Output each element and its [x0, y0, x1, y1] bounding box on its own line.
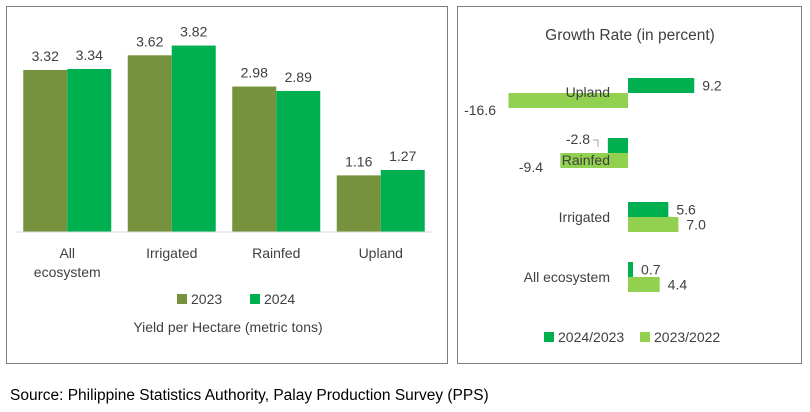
legend-label-2023: 2023 [191, 291, 222, 307]
bar-2023-upland [336, 175, 381, 232]
bar-2024-2023-rainfed [607, 138, 628, 153]
legend-swatch-2024 [250, 294, 260, 304]
bar-2023-rainfed [232, 86, 277, 232]
yield-bar-chart: 3.32 3.34 3.62 3.82 2.98 2.89 1.16 1.27 All ecosy… [15, 24, 433, 335]
value-label-2023-upland: 1.16 [345, 153, 372, 169]
bar-2024-upland [380, 170, 425, 232]
legend-swatch-2023 [177, 294, 187, 304]
bar-2024-2023-all-ecosystem [628, 262, 634, 277]
legend-swatch-2023-2022 [640, 332, 650, 342]
bar-2024-all-ecosystem [67, 68, 112, 232]
legend-label-2024-2023: 2024/2023 [558, 329, 624, 345]
bar-2024-2023-upland [628, 78, 695, 93]
value-label-2024-2023-all-ecosystem: 0.7 [641, 262, 661, 278]
bar-2024-irrigated [171, 45, 216, 232]
value-label-2024-rainfed: 2.89 [285, 69, 312, 85]
category-label-all-ecosystem: All ecosystem [34, 245, 101, 280]
value-label-2023-irrigated: 3.62 [136, 33, 163, 49]
value-label-2024-2023-rainfed: -2.8 [566, 131, 590, 147]
category-label-rainfed: Rainfed [562, 152, 610, 168]
yield-chart-panel: 3.32 3.34 3.62 3.82 2.98 2.89 1.16 1.27 All ecosy… [6, 6, 448, 364]
value-label-2023-2022-irrigated: 7.0 [686, 217, 706, 233]
legend-label-2024: 2024 [264, 291, 295, 307]
category-label-all-ecosystem: All ecosystem [524, 269, 610, 285]
value-label-2024-2023-upland: 9.2 [702, 78, 722, 94]
bar-2023-all-ecosystem [23, 69, 68, 232]
category-label-upland: Upland [566, 84, 610, 100]
bar-2023-irrigated [127, 55, 172, 232]
legend-label-2023-2022: 2023/2022 [654, 329, 720, 345]
legend-swatch-2024-2023 [544, 332, 554, 342]
value-label-2024-2023-irrigated: 5.6 [676, 202, 696, 218]
source-note: Source: Philippine Statistics Authority,… [10, 387, 489, 404]
bar-2023-2022-all-ecosystem [628, 277, 660, 292]
value-label-2023-2022-all-ecosystem: 4.4 [668, 277, 688, 293]
category-label-rainfed: Rainfed [252, 245, 300, 261]
value-label-2024-irrigated: 3.82 [180, 24, 207, 40]
value-label-2023-2022-upland: -16.6 [464, 102, 496, 118]
bar-2023-2022-rainfed [560, 153, 628, 168]
value-label-2024-all-ecosystem: 3.34 [76, 47, 103, 63]
bar-2023-2022-upland [508, 93, 628, 108]
value-label-2023-rainfed: 2.98 [241, 65, 268, 81]
growth-chart-panel: Growth Rate (in percent) Upland Rainfed Irr… [457, 6, 802, 364]
bar-2024-2023-irrigated [628, 202, 669, 217]
bar-2024-rainfed [276, 90, 321, 232]
category-label-upland: Upland [359, 245, 403, 261]
chart-title-growth: Growth Rate (in percent) [545, 27, 715, 44]
category-label-irrigated: Irrigated [146, 245, 197, 261]
value-label-2023-all-ecosystem: 3.32 [32, 48, 59, 64]
leader-line [593, 139, 599, 147]
value-label-2024-upland: 1.27 [389, 148, 416, 164]
chart-title: Yield per Hectare (metric tons) [133, 319, 322, 335]
category-label-irrigated: Irrigated [559, 209, 610, 225]
bar-2023-2022-irrigated [628, 217, 679, 232]
value-label-2023-2022-rainfed: -9.4 [519, 159, 543, 175]
growth-bar-chart: Growth Rate (in percent) Upland Rainfed Irr… [464, 27, 722, 345]
